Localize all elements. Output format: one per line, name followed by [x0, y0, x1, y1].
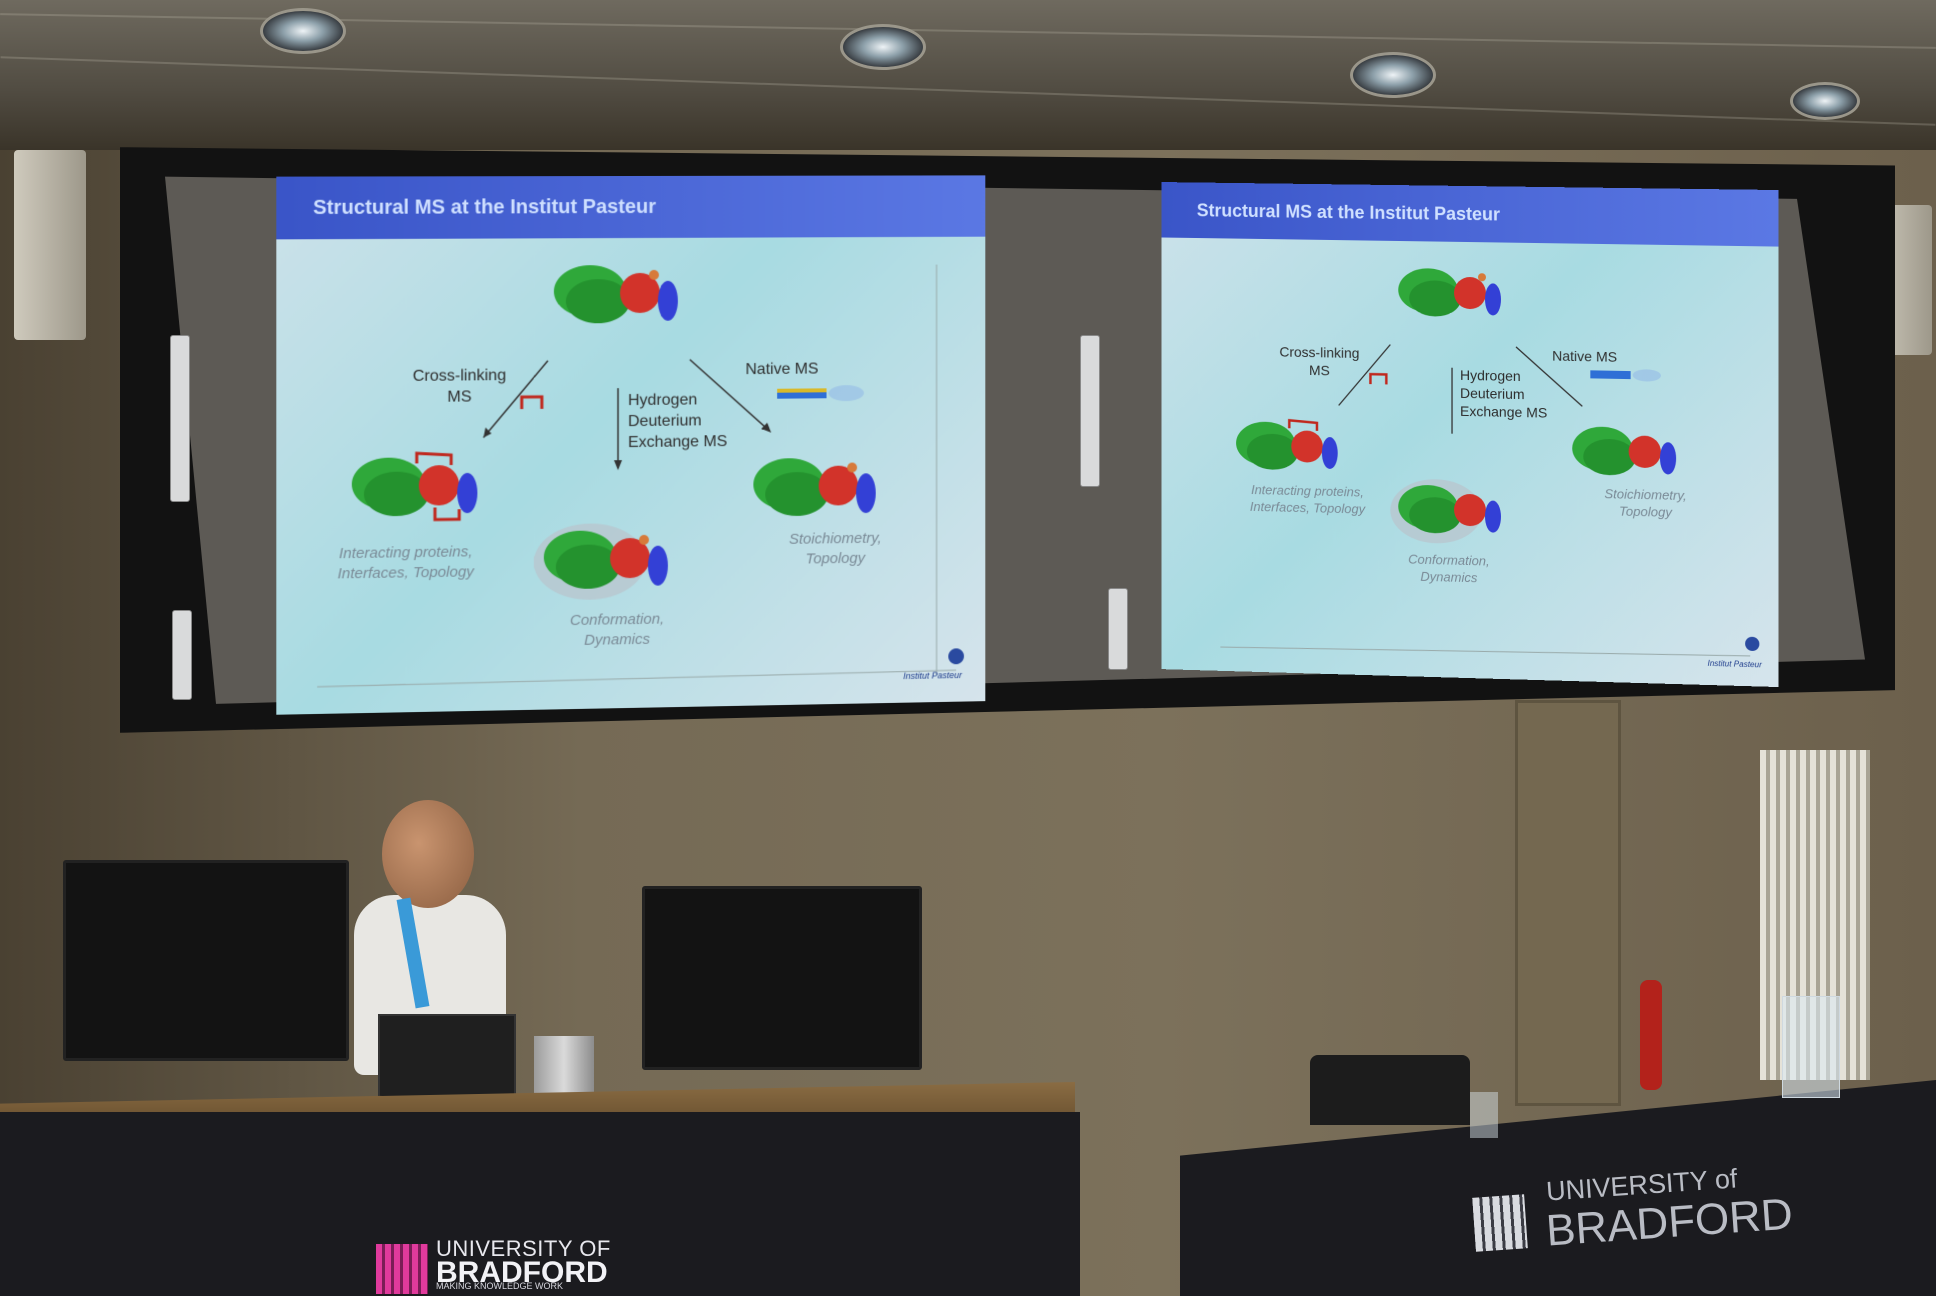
protein-complex-crosslinked — [352, 453, 478, 521]
protein-complex-dynamics — [534, 523, 668, 601]
fire-extinguisher — [1640, 980, 1662, 1090]
institut-pasteur-logo-icon — [948, 648, 964, 664]
door — [1515, 700, 1621, 1106]
ceiling-light — [260, 8, 346, 54]
pen-toolbar-right-lower[interactable] — [1108, 588, 1128, 670]
desk-logo-left-tagline: MAKING KNOWLEDGE WORK — [436, 1281, 563, 1291]
glass — [1470, 1092, 1498, 1138]
water-jug — [1782, 996, 1840, 1098]
label-crosslinking: Cross-linking MS — [1279, 343, 1359, 380]
label-conformation: Conformation, Dynamics — [1408, 551, 1489, 587]
university-crest-icon — [1472, 1194, 1528, 1251]
presenter-head — [382, 800, 474, 908]
protein-complex-dynamics — [1390, 478, 1501, 545]
protein-complex-top — [1398, 268, 1501, 318]
pen-toolbar-right[interactable] — [1080, 335, 1100, 487]
slide-left: Structural MS at the Institut Pasteur — [276, 175, 985, 715]
label-hdx: Hydrogen Deuterium Exchange MS — [628, 389, 727, 453]
label-native-ms: Native MS — [1552, 346, 1617, 368]
ceiling-light — [1350, 52, 1436, 98]
ceiling-light — [1790, 82, 1860, 120]
esi-needle-icon — [1590, 370, 1630, 379]
chair — [1310, 1055, 1470, 1125]
wall-speaker — [14, 150, 86, 340]
slide-footer-rule — [317, 670, 956, 687]
institut-pasteur-logo-text: Institut Pasteur — [903, 670, 962, 681]
label-crosslinking: Cross-linking MS — [413, 365, 506, 408]
ceiling-light — [840, 24, 926, 70]
institut-pasteur-logo-text: Institut Pasteur — [1708, 659, 1762, 670]
institut-pasteur-logo-icon — [1745, 637, 1759, 652]
label-conformation: Conformation, Dynamics — [570, 610, 664, 652]
protein-complex-stoichiometry — [1572, 426, 1676, 476]
protein-complex-crosslinked — [1236, 419, 1338, 471]
protein-complex-top — [554, 265, 678, 324]
label-hdx: Hydrogen Deuterium Exchange MS — [1460, 366, 1547, 422]
label-interacting: Interacting proteins, Interfaces, Topolo… — [1250, 481, 1365, 518]
label-stoichiometry: Stoichiometry, Topology — [1604, 485, 1686, 521]
slide-footer-rule — [1220, 641, 1750, 662]
label-native-ms: Native MS — [745, 359, 818, 380]
label-stoichiometry: Stoichiometry, Topology — [789, 529, 882, 570]
lectern-monitor-left — [63, 860, 349, 1061]
label-interacting: Interacting proteins, Interfaces, Topolo… — [338, 542, 474, 584]
protein-complex-stoichiometry — [753, 457, 875, 516]
pen-toolbar-left[interactable] — [170, 335, 190, 502]
lectern-monitor-right — [642, 886, 922, 1070]
slide-right-diagram — [1162, 182, 1779, 687]
crosslinker-icon — [1370, 374, 1386, 384]
crosslinker-icon — [522, 397, 542, 409]
slide-right: Structural MS at the Institut Pasteur — [1162, 182, 1779, 687]
pen-toolbar-left-lower[interactable] — [172, 610, 192, 700]
university-crest-icon — [376, 1244, 428, 1294]
